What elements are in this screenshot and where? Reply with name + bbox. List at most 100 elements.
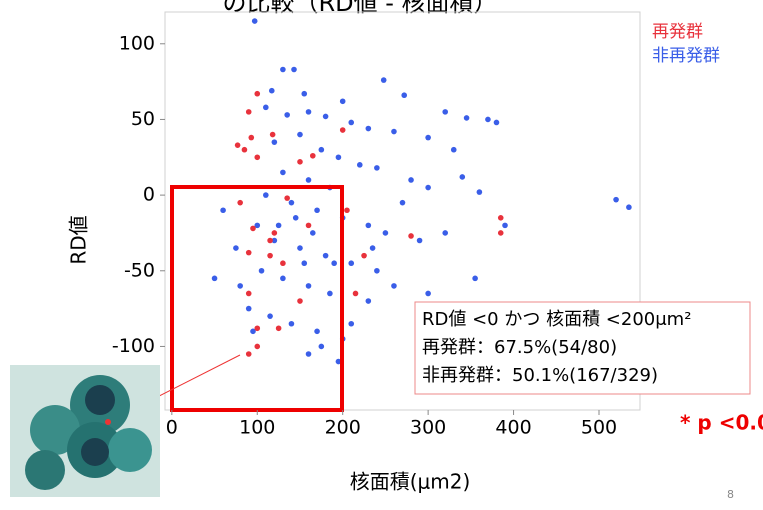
point	[267, 313, 273, 319]
point	[310, 153, 316, 159]
point	[314, 329, 320, 335]
point	[246, 306, 252, 312]
point	[353, 291, 359, 297]
point	[319, 147, 325, 153]
point	[408, 233, 414, 239]
point	[348, 260, 354, 266]
point	[306, 283, 312, 289]
point	[259, 268, 265, 274]
point	[263, 192, 269, 198]
point	[237, 283, 243, 289]
cell	[25, 450, 65, 490]
point	[280, 276, 286, 282]
point	[327, 291, 333, 297]
point	[391, 129, 397, 135]
page: {"chart_data": {"type": "scatter", "titl…	[0, 0, 763, 510]
point	[323, 253, 329, 259]
x-tick-label: 200	[325, 417, 361, 439]
point	[374, 268, 380, 274]
point	[233, 245, 239, 251]
point	[319, 344, 325, 350]
point	[331, 260, 337, 266]
annotation-line: 再発群：67.5%(54/80)	[422, 337, 617, 358]
significance: * p <0.05	[680, 411, 763, 435]
point	[254, 91, 260, 97]
marker	[105, 419, 111, 425]
point	[284, 195, 290, 201]
point	[269, 88, 275, 94]
point	[442, 109, 448, 115]
legend-entry: 非再発群	[652, 46, 720, 66]
point	[357, 162, 363, 168]
point	[301, 260, 307, 266]
point	[289, 321, 295, 327]
point	[267, 238, 273, 244]
point	[270, 132, 276, 138]
point	[246, 109, 252, 115]
point	[425, 291, 431, 297]
point	[280, 260, 286, 266]
nucleus	[85, 385, 115, 415]
point	[310, 230, 316, 236]
point	[267, 253, 273, 259]
point	[297, 132, 303, 138]
point	[336, 154, 342, 160]
point	[306, 109, 312, 115]
point	[340, 98, 346, 104]
x-tick-label: 0	[166, 417, 178, 439]
point	[284, 112, 290, 118]
point	[502, 223, 508, 229]
point	[254, 325, 260, 331]
point	[237, 200, 243, 206]
annotation-line: RD値 <0 かつ 核面積 <200μm²	[422, 309, 691, 330]
point	[340, 127, 346, 133]
point	[361, 253, 367, 259]
point	[220, 207, 226, 213]
chart-title: の比較（RD値 - 核面積）	[222, 0, 497, 17]
y-tick-label: -100	[112, 335, 155, 357]
y-axis-label: RD値	[67, 215, 91, 264]
point	[477, 189, 483, 195]
point	[246, 250, 252, 256]
point	[401, 92, 407, 98]
point	[348, 321, 354, 327]
point	[442, 230, 448, 236]
point	[276, 325, 282, 331]
point	[425, 185, 431, 191]
point	[400, 200, 406, 206]
point	[212, 276, 218, 282]
x-tick-label: 300	[410, 417, 446, 439]
point	[306, 351, 312, 357]
point	[464, 115, 470, 121]
y-tick-label: -50	[124, 259, 155, 281]
point	[297, 159, 303, 165]
cell-photo	[10, 365, 160, 497]
point	[293, 215, 299, 221]
x-axis-label: 核面積(μm2)	[350, 470, 471, 494]
point	[370, 245, 376, 251]
point	[366, 223, 372, 229]
point	[366, 126, 372, 132]
point	[252, 18, 258, 24]
point	[280, 170, 286, 176]
x-tick-label: 500	[581, 417, 617, 439]
y-tick-label: 0	[143, 184, 155, 206]
point	[494, 120, 500, 126]
point	[498, 230, 504, 236]
point	[381, 77, 387, 83]
point	[366, 298, 372, 304]
point	[383, 230, 389, 236]
point	[323, 114, 329, 120]
point	[451, 147, 457, 153]
page-number: 8	[727, 488, 734, 501]
annotation-line: 非再発群：50.1%(167/329)	[422, 365, 658, 386]
point	[235, 142, 241, 148]
y-tick-label: 100	[119, 32, 155, 54]
point	[246, 351, 252, 357]
y-tick-label: 50	[131, 108, 155, 130]
point	[391, 283, 397, 289]
nucleus	[81, 438, 109, 466]
point	[306, 177, 312, 183]
point	[280, 67, 286, 73]
point	[374, 165, 380, 171]
